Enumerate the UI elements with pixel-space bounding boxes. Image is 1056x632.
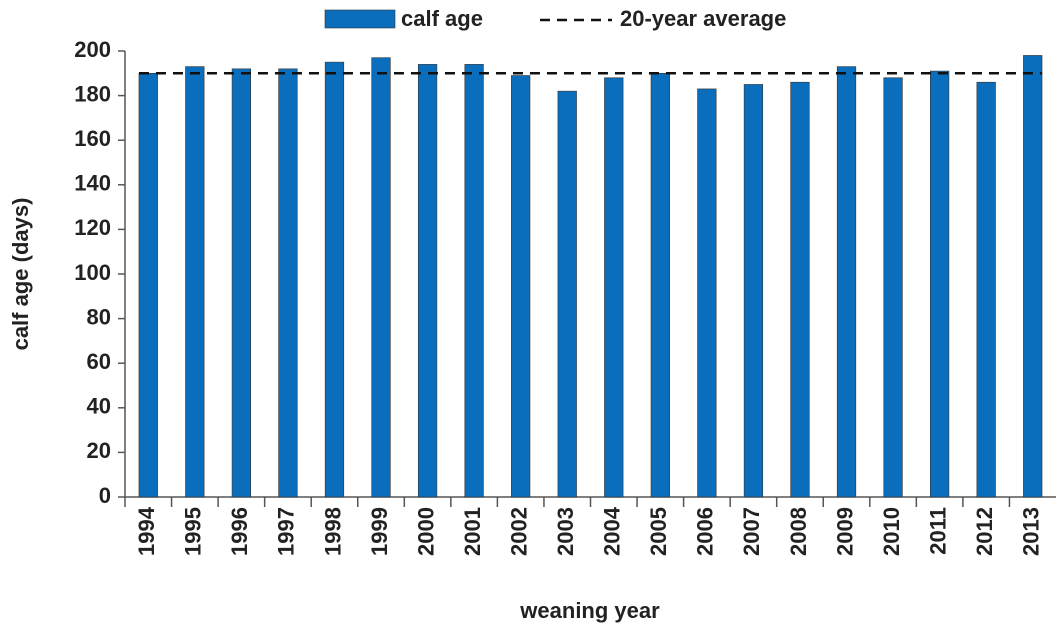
x-tick-label: 1998 xyxy=(320,507,345,556)
legend-label: calf age xyxy=(401,6,483,31)
bar xyxy=(511,75,531,498)
bar xyxy=(836,66,857,498)
bar xyxy=(790,81,810,498)
bar xyxy=(185,66,205,498)
bar xyxy=(371,57,391,498)
y-tick-label: 20 xyxy=(87,438,111,463)
x-tick-label: 2008 xyxy=(786,507,811,556)
bar xyxy=(557,90,577,498)
bar xyxy=(138,73,158,498)
bar xyxy=(231,68,251,498)
x-tick-label: 2010 xyxy=(879,507,904,556)
bar xyxy=(278,68,298,498)
bar xyxy=(1023,55,1043,498)
x-tick-label: 2002 xyxy=(506,507,531,556)
bar xyxy=(976,81,996,498)
y-tick-label: 120 xyxy=(74,215,111,240)
bar xyxy=(697,88,717,498)
x-tick-label: 1999 xyxy=(367,507,392,556)
x-tick-label: 1995 xyxy=(181,507,206,556)
x-tick-label: 1997 xyxy=(274,507,299,556)
y-tick-label: 0 xyxy=(99,483,111,508)
y-tick-label: 40 xyxy=(87,394,111,419)
x-tick-label: 2001 xyxy=(460,507,485,556)
legend-swatch xyxy=(324,9,396,29)
y-tick-label: 160 xyxy=(74,126,111,151)
bar xyxy=(417,64,438,498)
x-axis-label: weaning year xyxy=(519,598,660,623)
bar xyxy=(743,84,764,498)
x-tick-label: 2003 xyxy=(553,507,578,556)
x-tick-label: 2000 xyxy=(413,507,438,556)
bar xyxy=(930,70,950,498)
bar xyxy=(650,73,670,498)
y-tick-label: 200 xyxy=(74,37,111,62)
y-tick-label: 180 xyxy=(74,81,111,106)
y-tick-label: 140 xyxy=(74,171,111,196)
y-tick-label: 60 xyxy=(87,349,111,374)
x-tick-label: 1994 xyxy=(134,506,159,556)
bar xyxy=(464,64,484,498)
bar xyxy=(324,61,345,498)
x-tick-label: 2007 xyxy=(739,507,764,556)
x-tick-label: 2004 xyxy=(600,506,625,556)
x-tick-label: 2013 xyxy=(1019,507,1044,556)
x-tick-label: 1996 xyxy=(227,507,252,556)
x-tick-label: 2006 xyxy=(693,507,718,556)
legend-label: 20-year average xyxy=(620,6,786,31)
y-axis-label: calf age (days) xyxy=(8,198,33,351)
bar xyxy=(604,77,624,498)
bar xyxy=(883,77,903,498)
y-tick-label: 100 xyxy=(74,260,111,285)
x-tick-label: 2009 xyxy=(832,507,857,556)
x-tick-label: 2005 xyxy=(646,507,671,556)
x-tick-label: 2011 xyxy=(925,507,950,555)
x-tick-label: 2012 xyxy=(972,507,997,556)
y-tick-label: 80 xyxy=(87,304,111,329)
